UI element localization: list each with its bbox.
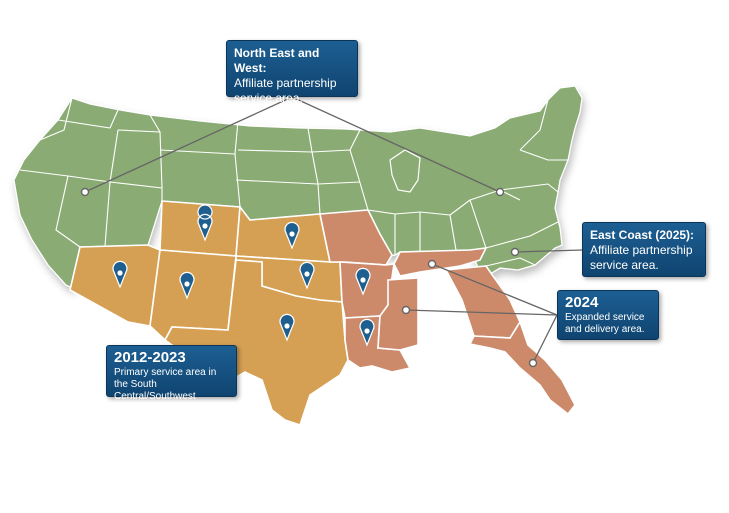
leader-endpoint-dot (495, 187, 505, 197)
callout-2012-2023-primary: 2012-2023 Primary service area in the So… (106, 345, 237, 402)
map-pin-icon (179, 271, 195, 300)
callout-north-east-west: North East and West: Affiliate partnersh… (226, 40, 358, 105)
state-new-mexico (149, 249, 237, 342)
leader-east-coast (514, 249, 583, 253)
leader-lines (84, 96, 583, 364)
leader-endpoint-dot (401, 305, 411, 315)
location-pins (112, 204, 375, 347)
callout-body: Affiliate partnership service area. (590, 243, 693, 272)
callout-body: Primary service area in the South Centra… (114, 367, 217, 402)
leader-dots (80, 187, 538, 368)
map-pin-icon (355, 267, 371, 296)
callout-title: 2024 (565, 294, 599, 311)
map-pin-icon (197, 204, 213, 242)
state-florida (468, 320, 576, 416)
state-georgia (444, 265, 521, 339)
leader-2024-mississippi (405, 309, 558, 316)
callout-title: 2012-2023 (114, 349, 186, 366)
state-mississippi (377, 277, 419, 351)
map-pin-icon (359, 318, 375, 347)
callout-east-coast: East Coast (2025): Affiliate partnership… (582, 222, 706, 277)
leader-north-west (84, 96, 293, 193)
callout-body: Affiliate partnership service area. (234, 76, 337, 105)
leader-endpoint-dot (80, 187, 90, 197)
leader-north-east (291, 96, 501, 193)
map-pin-icon (284, 221, 300, 250)
callout-2024-expanded: 2024 Expanded service and delivery area. (557, 290, 659, 340)
state-borders (19, 97, 568, 346)
leader-2024-florida (532, 314, 558, 364)
state-tennessee (393, 247, 488, 277)
map-pin-icon (112, 260, 128, 289)
callout-body: Expanded service and delivery area. (565, 312, 645, 335)
map-pin-icon (299, 261, 315, 290)
callout-title: East Coast (2025): (590, 228, 695, 242)
map-pin-icon (279, 313, 295, 342)
leader-endpoint-dot (510, 247, 520, 257)
state-missouri (319, 209, 393, 266)
state-arizona (69, 244, 161, 327)
leader-2024-tennessee (431, 263, 558, 316)
leader-endpoint-dot (427, 259, 437, 269)
leader-endpoint-dot (528, 358, 538, 368)
callout-title: North East and West: (234, 46, 320, 75)
